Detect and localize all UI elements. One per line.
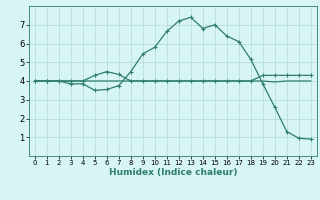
X-axis label: Humidex (Indice chaleur): Humidex (Indice chaleur) <box>108 168 237 177</box>
